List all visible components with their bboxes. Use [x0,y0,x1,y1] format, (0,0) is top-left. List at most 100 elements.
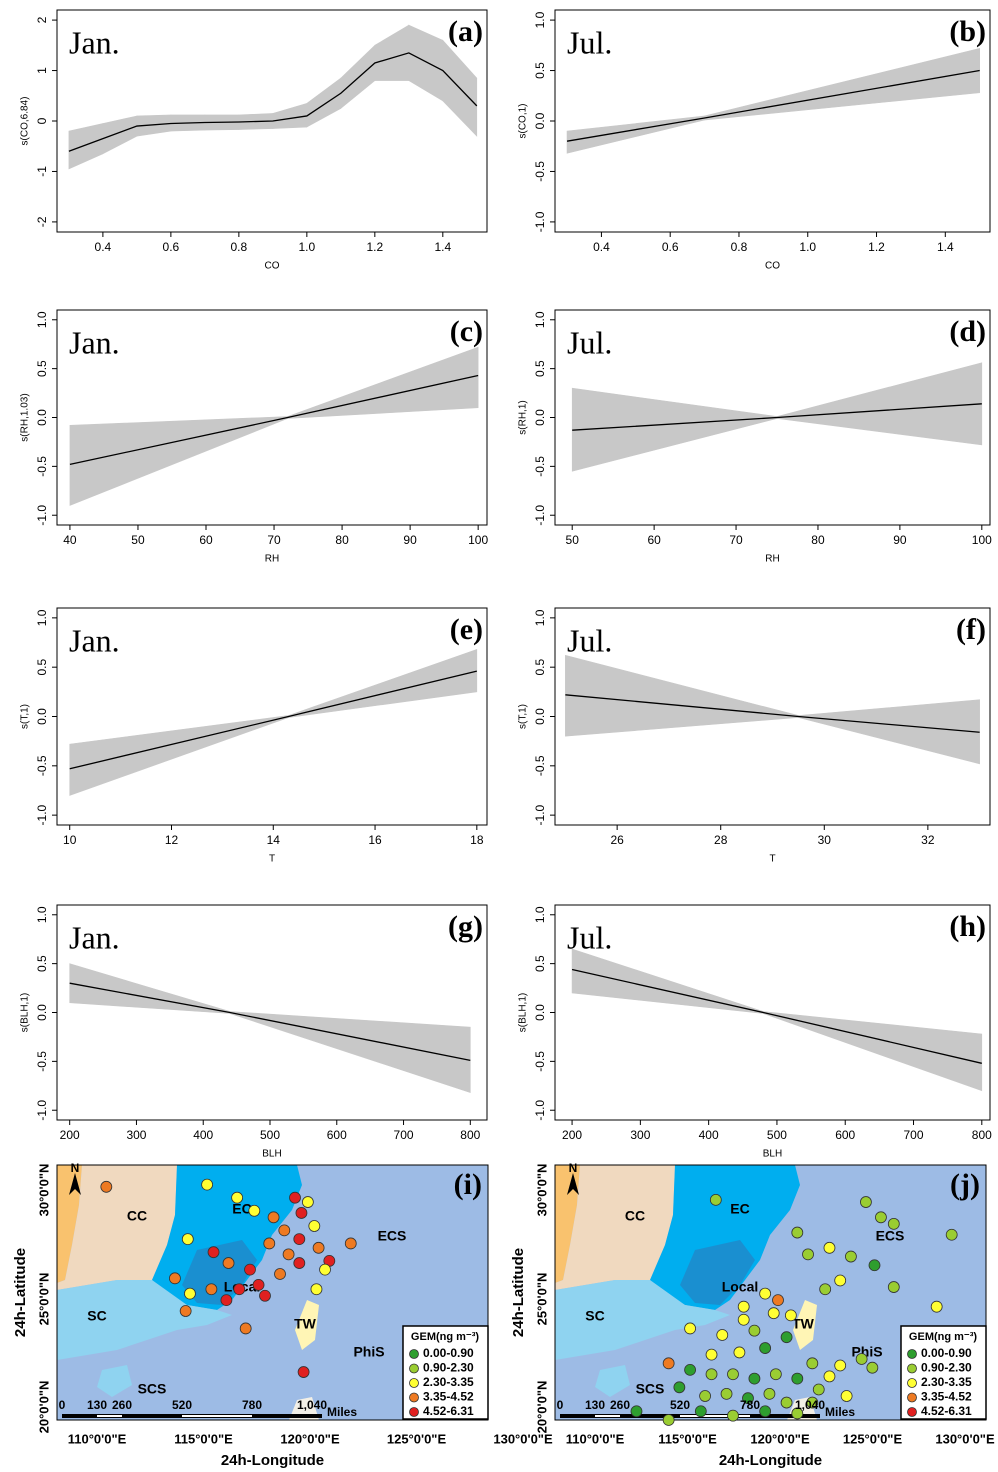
y-tick-label: -2 [35,216,49,227]
panel: 0.4 0.6 0.8 1.0 1.2 1.4 -2 -1 0 1 2 CO s(CO,6.84) Jan… [20,9,488,272]
x-tick-label: 12 [165,833,179,847]
sample-point [220,1294,233,1307]
x-tick-label: 90 [893,533,907,547]
sample-point [791,1372,804,1385]
scale-label: 0 [59,1398,66,1412]
region-label: EC [232,1201,251,1217]
confidence-band [69,715,289,796]
legend-label: 3.35-4.52 [423,1390,474,1404]
x-tick-label: 1.4 [937,240,954,254]
sample-point [772,1294,784,1307]
confidence-band [229,1011,471,1094]
sample-point [834,1274,847,1287]
confidence-band [571,948,764,1014]
panel-label: (f) [956,613,986,646]
y-tick-label: -1 [35,166,49,177]
scale-unit: Miles [825,1405,855,1419]
region-label: PhiS [353,1344,384,1360]
panel: 200 300 400 500 600 700 800 -1.0 -0.5 0.0 0.5 1.0 BL… [20,904,488,1160]
x-tick-label: 26 [610,833,624,847]
scale-label: 780 [242,1398,262,1412]
x-tick-label: 80 [811,533,825,547]
sample-point [812,1383,825,1396]
panel-label: (a) [448,15,483,48]
y-tick-label: 30°0'0"N [36,1164,51,1217]
y-tick-label: 1.0 [35,906,49,923]
y-tick-label: 0.0 [533,708,547,725]
scale-label: 1,040 [297,1398,327,1412]
legend-title: GEM(ng m⁻³) [411,1331,479,1343]
x-tick-label: 0.6 [662,240,679,254]
sample-point [184,1287,196,1300]
x-axis-title: T [769,854,775,865]
y-axis-title: 24h-Latitude [12,1248,29,1337]
sample-point [784,1309,797,1322]
panel-label: (c) [450,315,483,348]
y-axis-title: s(CO,1) [518,104,529,139]
x-tick-label: 1.0 [298,240,315,254]
x-tick-label: 120°0'0"E [280,1431,340,1446]
north-label: N [569,1161,578,1175]
sample-point [945,1228,958,1241]
region-label: CC [625,1208,645,1224]
confidence-band [69,963,231,1014]
y-tick-label: 20°0'0"N [36,1381,51,1434]
month-label: Jul. [567,324,612,360]
sample-point [169,1272,181,1285]
y-tick-label: 0.5 [35,955,49,972]
fit-line [68,52,478,152]
x-tick-label: 600 [835,1128,855,1142]
y-tick-label: 1.0 [35,311,49,328]
region-label: ECS [876,1228,905,1244]
y-tick-label: 0.0 [35,409,49,426]
confidence-band [798,699,980,765]
legend-label: 0.00-0.90 [921,1346,972,1360]
y-tick-label: 1.0 [533,609,547,626]
panel: 40 50 60 70 80 90 100 -1.0 -0.5 0.0 0.5 1.0 RH s(RH,1… [20,309,488,565]
sample-point [233,1283,246,1296]
y-axis-title: s(CO,6.84) [20,97,31,146]
map-panel: CCECECSLocalSCTWPhiSSCSN01302605207801,0… [12,1161,553,1469]
sample-point [823,1241,836,1254]
plot-frame [56,904,488,1121]
legend-label: 0.90-2.30 [921,1361,972,1375]
x-tick-label: 110°0'0"E [566,1431,625,1446]
x-tick-label: 1.0 [799,240,816,254]
scale-unit: Miles [327,1405,357,1419]
x-tick-label: 60 [647,533,661,547]
y-tick-label: 25°0'0"N [534,1273,549,1326]
confidence-band [565,654,799,737]
sample-point [823,1370,836,1383]
region-label: SC [585,1308,604,1324]
x-tick-label: 100 [468,533,488,547]
sample-point [887,1281,900,1293]
sample-point [699,1390,711,1402]
x-tick-label: 0.4 [593,240,610,254]
sample-point [259,1289,271,1302]
fit-line [572,403,982,431]
sample-point [780,1396,793,1409]
sample-point [868,1259,881,1272]
panel-label: (h) [949,910,986,943]
y-tick-label: -1.0 [533,1100,547,1121]
y-tick-label: 20°0'0"N [534,1381,549,1434]
sample-point [293,1257,306,1269]
legend-label: 0.90-2.30 [423,1361,474,1375]
x-axis-title: CO [265,261,280,272]
sample-point [855,1353,868,1365]
legend-box [402,1325,489,1420]
x-tick-label: 50 [131,533,145,547]
x-tick-label: 32 [921,833,935,847]
x-tick-label: 600 [327,1128,347,1142]
sample-point [806,1357,819,1370]
y-tick-label: 1.0 [533,906,547,923]
plot-frame [554,9,991,233]
plot-frame [56,607,488,826]
y-tick-label: 1.0 [533,11,547,28]
y-tick-label: -1.0 [533,505,547,526]
x-tick-label: 500 [767,1128,787,1142]
region-label: SCS [138,1381,167,1397]
x-tick-label: 130°0'0"E [935,1431,995,1446]
